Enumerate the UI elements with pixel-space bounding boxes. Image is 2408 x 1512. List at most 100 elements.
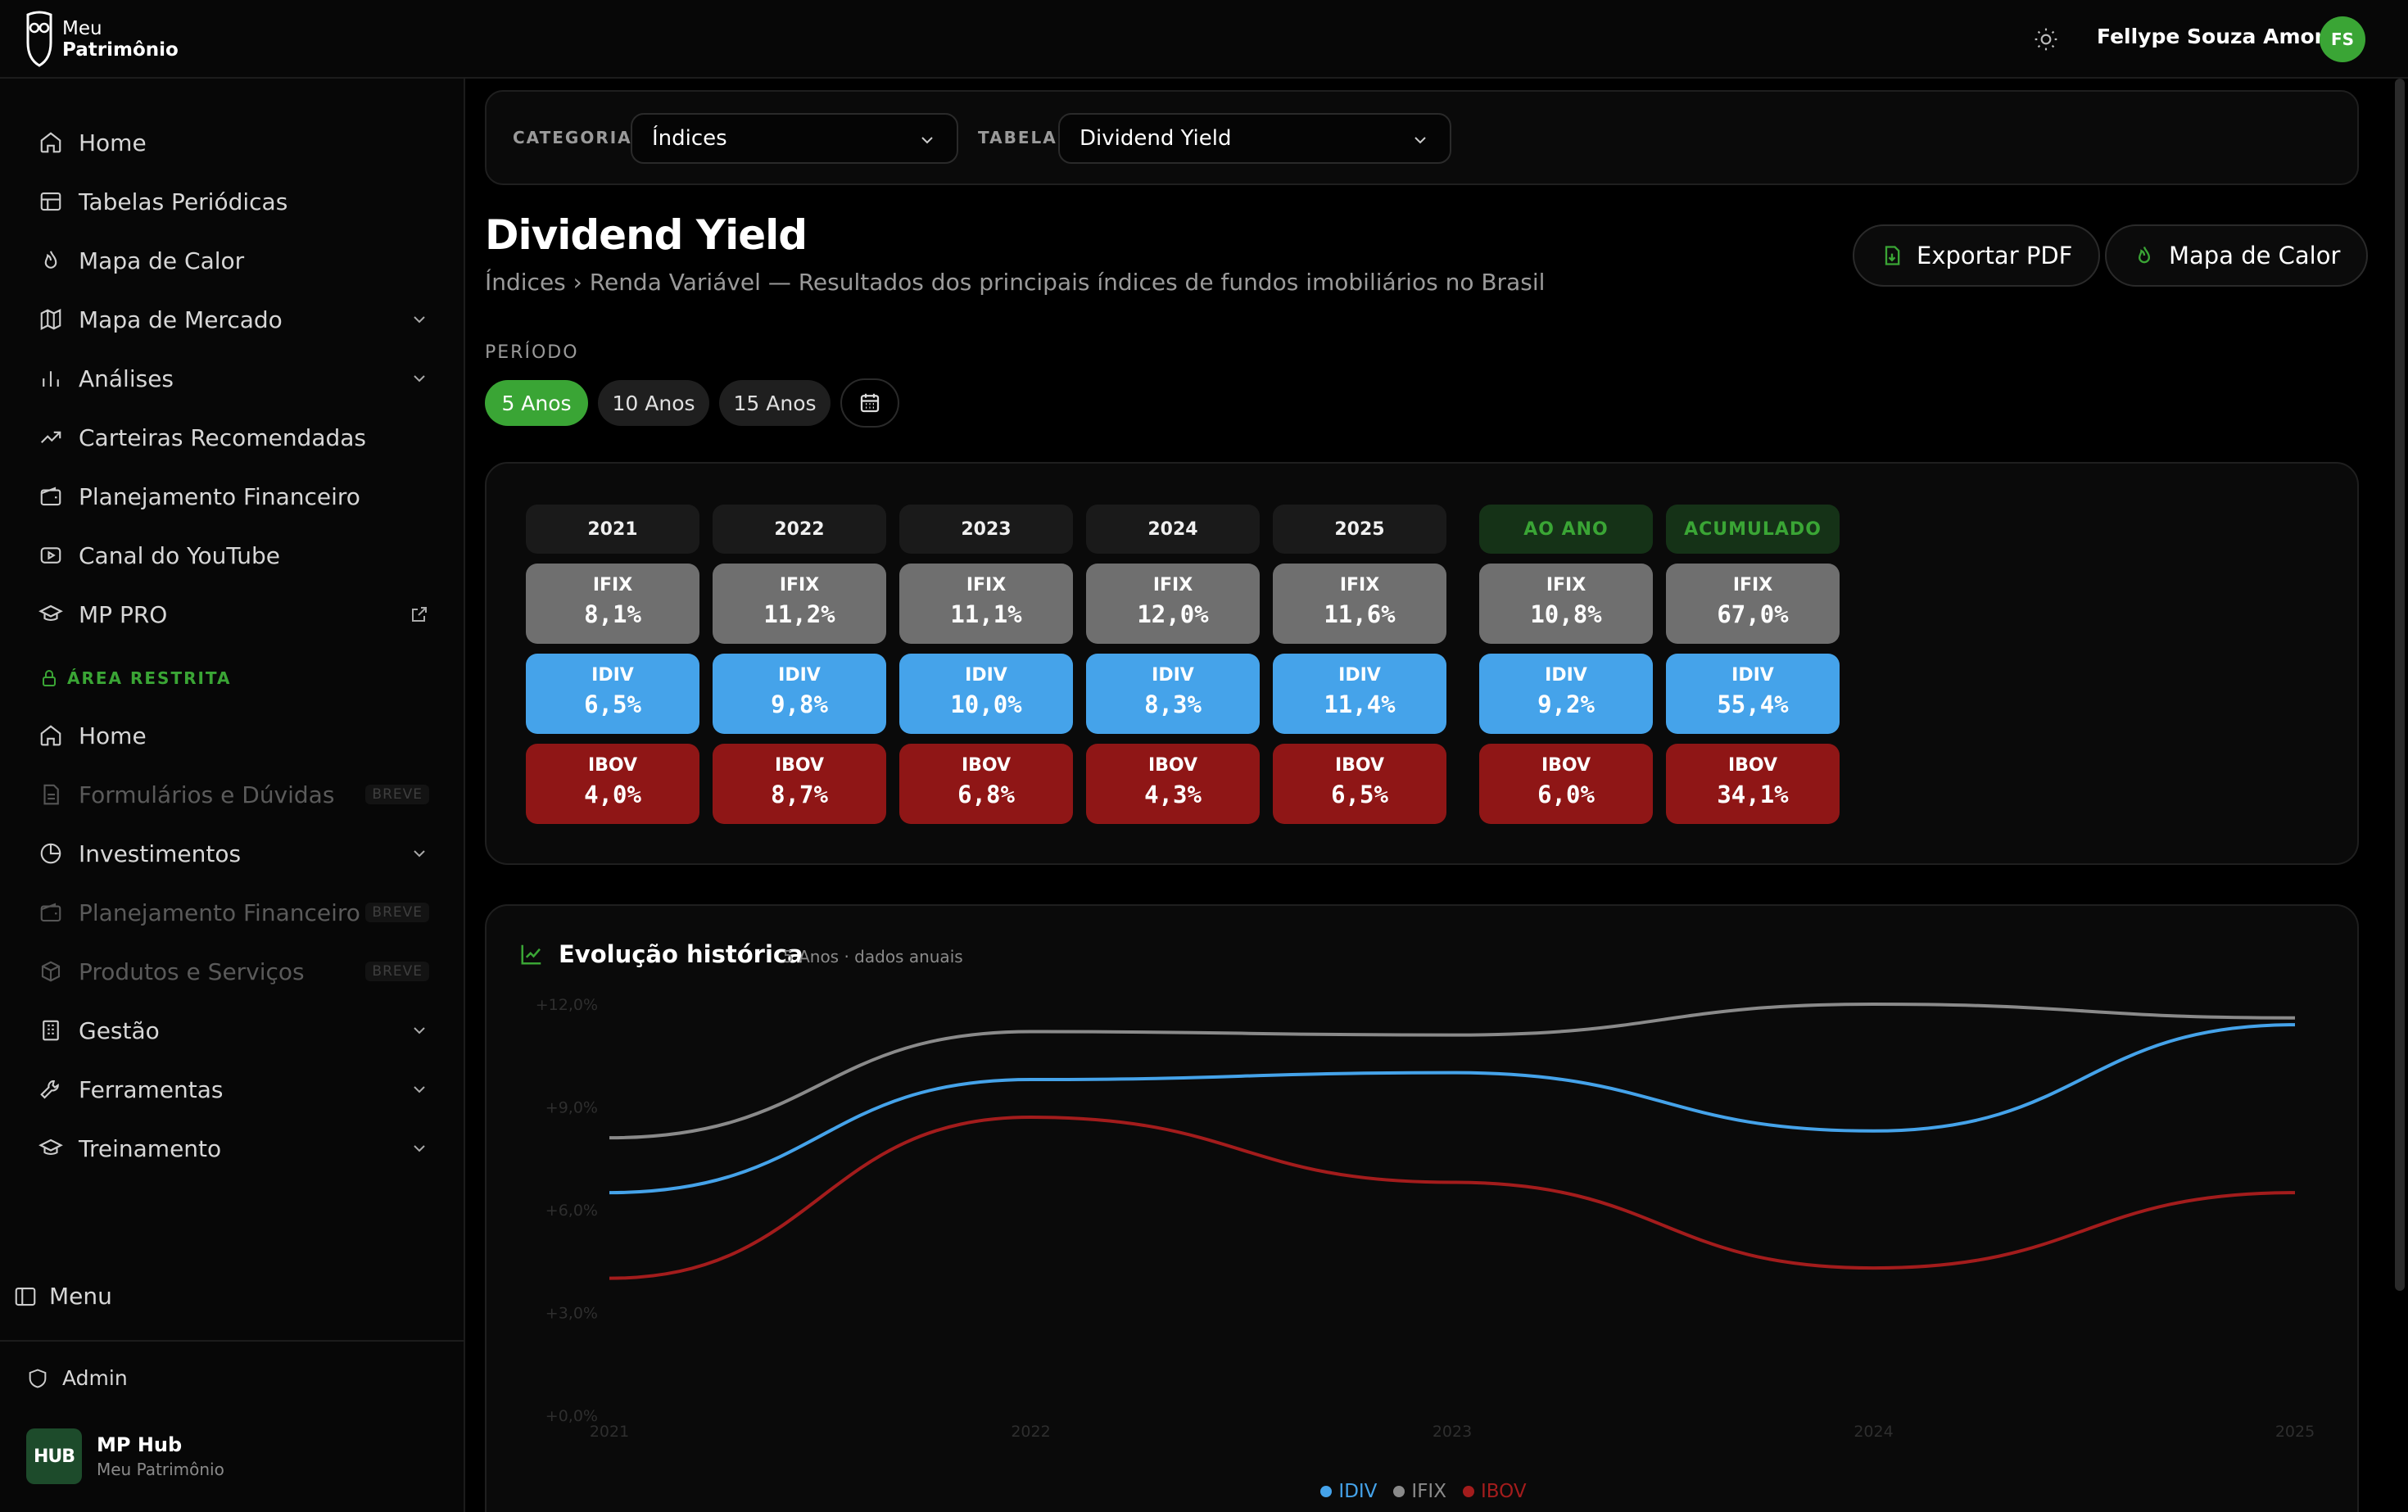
filter-bar: CATEGORIA Índices TABELA Dividend Yield — [485, 90, 2359, 185]
graduation-cap-icon — [36, 600, 66, 629]
cell-idiv[interactable]: IDIV 8,3% — [1086, 654, 1260, 734]
cell-idiv-acumulado[interactable]: IDIV 55,4% — [1666, 654, 1840, 734]
legend-dot — [1320, 1486, 1333, 1497]
series-line-ifix[interactable] — [609, 1002, 2296, 1140]
index-table-card: 2021 2022 2023 2024 2025 AO ANO ACUMULAD… — [485, 462, 2359, 865]
table-icon — [36, 187, 66, 216]
bar-chart-icon — [36, 364, 66, 393]
restricted-item-treinamento[interactable]: Treinamento — [36, 1125, 429, 1171]
sidebar: Home Tabelas Periódicas Mapa de Calor Ma… — [0, 79, 465, 1512]
restricted-item-home[interactable]: Home — [36, 713, 429, 758]
pie-chart-icon — [36, 839, 66, 868]
cell-idiv[interactable]: IDIV 9,8% — [713, 654, 886, 734]
sidebar-item-mp-pro[interactable]: MP PRO — [36, 591, 429, 637]
cell-ibov-acumulado[interactable]: IBOV 34,1% — [1666, 744, 1840, 824]
hub-logo: HUB — [26, 1428, 82, 1484]
legend-label: IDIV — [1338, 1481, 1378, 1502]
sidebar-footer: Admin HUB MP Hub Meu Patrimônio — [0, 1340, 464, 1484]
cell-ifix[interactable]: IFIX 11,6% — [1273, 564, 1446, 644]
restricted-item-gestao[interactable]: Gestão — [36, 1007, 429, 1053]
cell-idiv[interactable]: IDIV 10,0% — [899, 654, 1073, 734]
sidebar-item-carteiras[interactable]: Carteiras Recomendadas — [36, 414, 429, 460]
cell-ibov[interactable]: IBOV 6,5% — [1273, 744, 1446, 824]
wallet-icon — [36, 482, 66, 511]
top-bar: Meu Patrimônio Fellype Souza Amorim FS — [0, 0, 2408, 79]
cell-idiv-ao-ano[interactable]: IDIV 9,2% — [1479, 654, 1653, 734]
restricted-item-ferramentas[interactable]: Ferramentas — [36, 1066, 429, 1112]
calendar-button[interactable] — [840, 378, 899, 428]
trending-up-icon — [36, 423, 66, 452]
chevron-down-icon — [1414, 137, 1426, 144]
cell-ifix[interactable]: IFIX 8,1% — [526, 564, 699, 644]
period-5-anos[interactable]: 5 Anos — [485, 380, 588, 426]
avatar[interactable]: FS — [2320, 16, 2365, 62]
cell-ibov[interactable]: IBOV 4,0% — [526, 744, 699, 824]
column-header: 2021 — [526, 505, 699, 554]
restricted-item-planejamento: Planejamento Financeiro BREVE — [36, 890, 429, 935]
sidebar-item-mapa-mercado[interactable]: Mapa de Mercado — [36, 297, 429, 342]
page-scrollbar[interactable] — [2395, 79, 2405, 1291]
user-name[interactable]: Fellype Souza Amorim — [2097, 25, 2353, 48]
history-chart-card: Evolução histórica 5 Anos · dados anuais… — [485, 904, 2359, 1512]
sidebar-item-mapa-calor[interactable]: Mapa de Calor — [36, 238, 429, 283]
cell-idiv[interactable]: IDIV 6,5% — [526, 654, 699, 734]
cell-ibov-ao-ano[interactable]: IBOV 6,0% — [1479, 744, 1653, 824]
column-header-ao-ano: AO ANO — [1479, 505, 1653, 554]
cell-ifix[interactable]: IFIX 12,0% — [1086, 564, 1260, 644]
sidebar-item-planejamento[interactable]: Planejamento Financeiro — [36, 473, 429, 519]
cell-ibov[interactable]: IBOV 8,7% — [713, 744, 886, 824]
legend-label: IFIX — [1411, 1481, 1446, 1502]
file-icon — [36, 780, 66, 809]
chevron-down-icon — [414, 316, 425, 324]
sidebar-item-analises[interactable]: Análises — [36, 355, 429, 401]
legend-item-ibov[interactable]: IBOV — [1462, 1481, 1527, 1502]
breadcrumb: Índices › Renda Variável — Resultados do… — [485, 269, 1546, 296]
menu-toggle-button[interactable]: Menu — [13, 1283, 112, 1310]
legend-item-idiv[interactable]: IDIV — [1320, 1481, 1377, 1502]
column-header: 2022 — [713, 505, 886, 554]
cell-ibov[interactable]: IBOV 6,8% — [899, 744, 1073, 824]
home-icon — [36, 128, 66, 157]
cell-ifix[interactable]: IFIX 11,2% — [713, 564, 886, 644]
chevron-down-icon — [921, 137, 933, 144]
youtube-icon — [36, 541, 66, 570]
flame-icon — [36, 246, 66, 275]
admin-link[interactable]: Admin — [26, 1366, 128, 1390]
y-tick-label: +9,0% — [545, 1099, 598, 1117]
chart-title: Evolução histórica — [559, 940, 803, 968]
restricted-item-investimentos[interactable]: Investimentos — [36, 831, 429, 876]
flame-icon — [2138, 247, 2151, 264]
hub-subtitle: Meu Patrimônio — [97, 1460, 224, 1479]
period-10-anos[interactable]: 10 Anos — [598, 380, 709, 426]
sidebar-item-youtube[interactable]: Canal do YouTube — [36, 532, 429, 578]
sidebar-item-tabelas[interactable]: Tabelas Periódicas — [36, 179, 429, 224]
chevron-down-icon — [414, 1086, 425, 1093]
chevron-down-icon — [414, 1145, 425, 1152]
series-line-idiv[interactable] — [609, 1023, 2296, 1195]
heatmap-button[interactable]: Mapa de Calor — [2105, 224, 2369, 287]
legend-item-ifix[interactable]: IFIX — [1393, 1481, 1446, 1502]
cell-ifix[interactable]: IFIX 11,1% — [899, 564, 1073, 644]
mp-hub-card[interactable]: HUB MP Hub Meu Patrimônio — [26, 1428, 224, 1484]
series-line-ibov[interactable] — [609, 1116, 2296, 1280]
cell-ibov[interactable]: IBOV 4,3% — [1086, 744, 1260, 824]
table-select[interactable]: Dividend Yield — [1058, 113, 1451, 164]
history-line-chart: +12,0% +9,0% +6,0% +3,0% +0,0%2021 2022 2023 20… — [536, 996, 2315, 1441]
legend-dot — [1462, 1486, 1474, 1497]
brand-logo[interactable]: Meu Patrimônio — [23, 10, 179, 69]
period-label: PERÍODO — [485, 342, 579, 363]
theme-toggle-sun-icon[interactable] — [2030, 23, 2062, 56]
cell-ifix-ao-ano[interactable]: IFIX 10,8% — [1479, 564, 1653, 644]
column-header: 2025 — [1273, 505, 1446, 554]
export-pdf-button[interactable]: Exportar PDF — [1853, 224, 2101, 287]
restricted-item-produtos: Produtos e Serviços BREVE — [36, 948, 429, 994]
x-tick-label: 2021 — [590, 1423, 629, 1441]
home-icon — [36, 721, 66, 750]
cell-idiv[interactable]: IDIV 11,4% — [1273, 654, 1446, 734]
map-icon — [36, 305, 66, 334]
category-select[interactable]: Índices — [631, 113, 958, 164]
cell-ifix-acumulado[interactable]: IFIX 67,0% — [1666, 564, 1840, 644]
period-15-anos[interactable]: 15 Anos — [719, 380, 831, 426]
legend-dot — [1393, 1486, 1405, 1497]
sidebar-item-home[interactable]: Home — [36, 120, 429, 165]
